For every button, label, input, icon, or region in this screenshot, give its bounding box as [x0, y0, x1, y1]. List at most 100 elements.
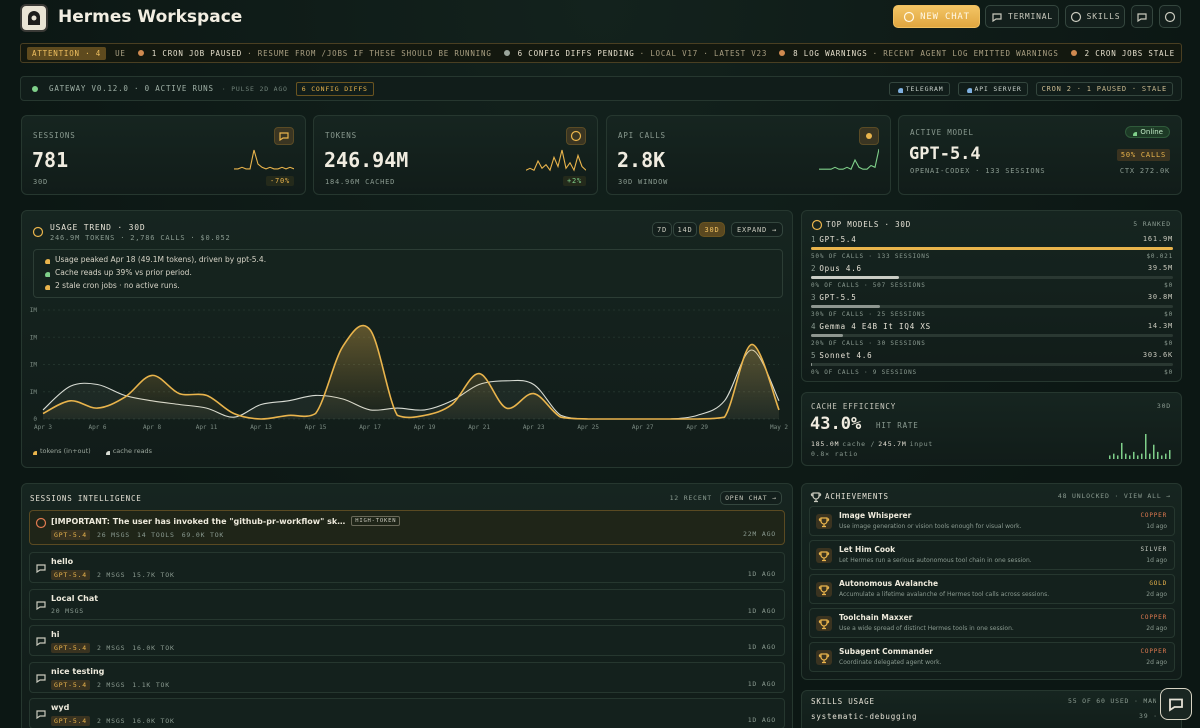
usage-chart: 0 IM IM IM IM Apr 3 Apr 6 Apr 8 Apr 11 Apr 13 Apr …: [30, 307, 789, 431]
open-chat-button[interactable]: OPEN CHAT →: [720, 491, 782, 505]
achievement-name: Autonomous Avalanche: [839, 579, 939, 588]
calls-badge: 50% CALLS: [1116, 149, 1170, 161]
settings-button[interactable]: [1159, 5, 1181, 28]
session-meta: GPT-5.4 2 MSGS 15.7K TOK: [51, 570, 175, 580]
cache-bar: [1169, 450, 1171, 459]
icon: [36, 674, 46, 683]
expand-button[interactable]: EXPAND →: [731, 222, 783, 237]
cache-bar: [1117, 455, 1119, 459]
panel-summary: 55 OF 60 USED · MANAGE: [1068, 697, 1156, 705]
icon-shape: [810, 492, 822, 503]
session-row[interactable]: nice testing GPT-5.4 2 MSGS 1.1K TOK 1D AGO: [29, 661, 785, 693]
icon-shape: [32, 85, 38, 92]
icon: [818, 517, 830, 528]
icon: [1169, 698, 1183, 712]
header-button[interactable]: SKILLS: [1065, 5, 1125, 28]
sparkline-line: [819, 148, 879, 170]
icon: [105, 450, 110, 455]
session-stat: 2 MSGS: [97, 680, 126, 689]
floating-chat-button[interactable]: [1160, 688, 1192, 720]
icon: [279, 132, 289, 142]
icon-shape: [966, 87, 972, 93]
achievement-time: 1d ago: [1146, 523, 1167, 530]
session-meta: GPT-5.4 2 MSGS 16.0K TOK: [51, 643, 175, 654]
icon-shape: [818, 653, 830, 664]
session-title-line: hello: [51, 557, 73, 566]
x-tick-label: May 2: [770, 424, 788, 431]
icon: [32, 85, 38, 92]
range-button[interactable]: 30D: [699, 222, 725, 237]
insights-box: Usage peaked Apr 18 (49.1M tokens), driv…: [33, 249, 783, 298]
top-models-panel: TOP MODELS · 30D 5 RANKED 1 GPT-5.4 161.9M 50…: [801, 210, 1182, 382]
session-row[interactable]: hello GPT-5.4 2 MSGS 15.7K TOK 1D AGO: [29, 552, 785, 583]
cache-bar: [1157, 451, 1159, 459]
cache-bar: [1141, 453, 1143, 459]
icon: [570, 130, 582, 142]
icon: [36, 600, 46, 610]
panel-title: TOP MODELS · 30D: [826, 220, 912, 229]
stat-sub: 30D: [33, 178, 49, 186]
input-word: input: [909, 440, 934, 448]
cache-bar: [1109, 455, 1111, 459]
x-tick-label: Apr 17: [359, 424, 381, 431]
icon-shape: [1133, 131, 1138, 136]
icon-shape: [45, 258, 50, 264]
y-tick-label: IM: [30, 334, 38, 341]
y-tick-label: IM: [30, 307, 38, 314]
achievement: Subagent Commander Coordinate delegated a…: [809, 642, 1175, 672]
model-rank: 4: [811, 322, 817, 331]
icon-shape: [503, 50, 510, 56]
range-button[interactable]: 7D: [652, 222, 672, 237]
model-bar: [811, 276, 900, 279]
session-title-line: [IMPORTANT: The user has invoked the "gi…: [51, 516, 401, 526]
model-tokens: 303.6K: [1142, 351, 1173, 359]
x-tick-label: Apr 8: [143, 424, 161, 431]
icon-shape: [35, 517, 47, 529]
achievement-name: Image Whisperer: [839, 511, 912, 520]
ticker-item: 8 LOG WARNINGS · RECENT AGENT LOG EMITTED…: [776, 47, 1058, 59]
edit-button[interactable]: [1131, 5, 1153, 28]
header-button[interactable]: NEW CHAT: [893, 5, 980, 28]
cache-panel: CACHE EFFICIENCY 30D 43.0% HIT RATE 185.0M ca…: [801, 392, 1182, 466]
session-row[interactable]: [IMPORTANT: The user has invoked the "gi…: [29, 510, 785, 545]
icon: [36, 710, 46, 720]
session-row[interactable]: hi GPT-5.4 2 MSGS 16.0K TOK 1D AGO: [29, 625, 785, 657]
model-bar: [811, 334, 843, 337]
icon: [503, 50, 510, 56]
icon-shape: [818, 551, 830, 562]
context-size: CTX 272.0K: [1119, 167, 1170, 175]
session-time: 22M AGO: [743, 530, 776, 538]
model-name: Sonnet 4.6: [819, 351, 873, 360]
gateway-bar: GATEWAY V0.12.0 · 0 ACTIVE RUNS · PULSE 2…: [20, 76, 1182, 101]
x-tick-label: Apr 11: [196, 424, 218, 431]
icon-shape: [1070, 11, 1081, 22]
icon: [1070, 50, 1077, 56]
range-button[interactable]: 14D: [673, 222, 697, 237]
icon-shape: [818, 585, 830, 596]
cache-bars: [1109, 434, 1171, 459]
achievement: Toolchain Maxxer Use a wide spread of dis…: [809, 608, 1175, 638]
header-button[interactable]: TERMINAL: [985, 5, 1059, 28]
cache-bar: [1149, 453, 1151, 459]
bar-track: [811, 363, 1173, 366]
channel-chip: TELEGRAM: [888, 81, 950, 96]
legend-item: tokens (in+out): [30, 447, 91, 455]
model-meta: 30% OF CALLS · 25 SESSIONS: [811, 311, 926, 318]
icon-shape: [904, 11, 915, 22]
session-row[interactable]: Local Chat 20 MSGS 1D AGO: [29, 588, 785, 620]
icon-shape: [105, 450, 110, 455]
model-rank: 1: [811, 235, 817, 244]
icon-shape: [1169, 698, 1183, 712]
achievement-icon: [816, 650, 832, 665]
logo: [20, 4, 48, 32]
session-model: GPT-5.4: [51, 716, 90, 727]
legend-label: tokens (in+out): [40, 447, 91, 455]
ticker-title: 6 CONFIG DIFFS PENDING: [517, 48, 635, 58]
model-rank: 3: [811, 293, 817, 302]
achievement: Image Whisperer Use image generation or v…: [809, 506, 1175, 536]
session-tag: HIGH-TOKEN: [351, 516, 401, 526]
usage-title: USAGE TREND · 30D: [50, 223, 146, 232]
y-tick-label: IM: [30, 389, 38, 396]
session-row[interactable]: wyd GPT-5.4 2 MSGS 16.0K TOK 1D AGO: [29, 698, 785, 728]
model-cost: $0.021: [1146, 253, 1173, 260]
